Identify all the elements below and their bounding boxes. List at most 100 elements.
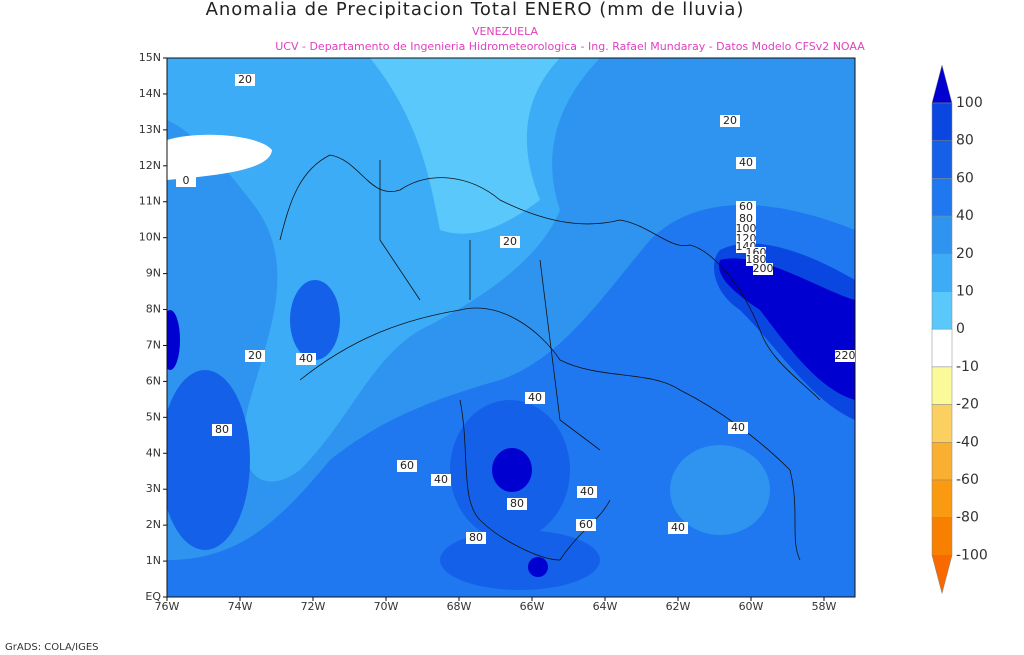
contour-label: 40: [671, 521, 685, 534]
contour-label: 80: [739, 212, 753, 225]
subtitle: VENEZUELA: [472, 25, 539, 38]
contour-label-box: [668, 522, 688, 534]
contour-label-box: [245, 350, 265, 362]
contour-label: 60: [400, 459, 414, 472]
contour-label-box: [728, 422, 748, 434]
contour-label: 0: [183, 174, 190, 187]
contour-label-box: [525, 392, 545, 404]
x-tick-label: 74W: [228, 600, 253, 613]
contour-label-box: [176, 175, 196, 187]
contour-label: 40: [739, 156, 753, 169]
colorbar-bin: [931, 178, 953, 217]
contour-label-box: [235, 74, 255, 86]
colorbar-bin: [931, 517, 953, 556]
contour-label: 40: [528, 391, 542, 404]
y-tick-label: 6N: [146, 374, 161, 387]
x-tick-label: 66W: [520, 600, 545, 613]
contour-label-box: [397, 460, 417, 472]
y-tick-label: 14N: [139, 87, 161, 100]
y-tick-label: 12N: [139, 159, 161, 172]
colorbar-bin: [931, 479, 953, 518]
colorbar-bin: [931, 366, 953, 405]
colorbar-label: 20: [956, 246, 974, 262]
y-tick-label: 10N: [139, 231, 161, 244]
colorbar-label: 100: [956, 95, 983, 111]
contour-label: 60: [739, 200, 753, 213]
colorbar-bin: [931, 215, 953, 255]
contour-label-box: [720, 115, 740, 127]
contour-label: 20: [503, 235, 517, 248]
y-tick-label: 5N: [146, 410, 161, 423]
colorbar-label: -100: [956, 547, 988, 563]
colorbar-bin: [931, 102, 953, 141]
frame: [166, 57, 856, 598]
contour-label: 60: [579, 518, 593, 531]
contour-label-box: [736, 157, 756, 169]
y-tick-label: 11N: [139, 195, 161, 208]
y-tick-label: 3N: [146, 482, 161, 495]
colorbar-label: 60: [956, 170, 974, 186]
colorbar-bin: [931, 442, 953, 481]
coastlines: [279, 154, 821, 561]
contour-label: 40: [731, 421, 745, 434]
contour-label-box: [507, 498, 527, 510]
y-tick-label: 13N: [139, 123, 161, 136]
contour-label: 80: [469, 531, 483, 544]
x-tick-label: 58W: [812, 600, 837, 613]
x-tick-label: 64W: [593, 600, 618, 613]
contour-label-box: [577, 486, 597, 498]
contour-label: 40: [434, 473, 448, 486]
colorbar-bin: [931, 253, 953, 292]
colorbar-label: -40: [956, 434, 979, 450]
contour-label-box: [835, 350, 855, 362]
colorbar-arrow: [931, 64, 953, 104]
colorbar-bin: [931, 328, 953, 368]
y-tick-label: 9N: [146, 267, 161, 280]
map-field: [167, 58, 855, 597]
colorbar-label: -10: [956, 359, 979, 375]
y-tick-label: EQ: [145, 590, 161, 603]
contour-label: 40: [580, 485, 594, 498]
title: Anomalia de Precipitacion Total ENERO (m…: [206, 0, 745, 20]
contour-label: 200: [753, 262, 774, 275]
contour-label: 220: [835, 349, 856, 362]
x-tick-label: 60W: [739, 600, 764, 613]
contour-label: 100: [736, 222, 757, 235]
contour-label-box: [753, 263, 773, 275]
footer: GrADS: COLA/IGES: [5, 642, 99, 653]
colorbar-bin: [931, 140, 953, 179]
credits: UCV - Departamento de Ingenieria Hidrome…: [275, 40, 865, 53]
colorbar-label: 10: [956, 284, 974, 300]
y-tick-label: 1N: [146, 554, 161, 567]
y-tick-label: 15N: [139, 51, 161, 64]
contour-label-box: [736, 201, 756, 213]
colorbar-label: -60: [956, 472, 979, 488]
contour-label-box: [736, 213, 756, 225]
y-tick-label: 2N: [146, 518, 161, 531]
x-tick-label: 70W: [374, 600, 399, 613]
contour-label-box: [431, 474, 451, 486]
colorbar-label: 40: [956, 208, 974, 224]
x-tick-label: 68W: [447, 600, 472, 613]
x-tick-label: 76W: [155, 600, 180, 613]
y-tick-label: 7N: [146, 338, 161, 351]
colorbar-bin: [931, 404, 953, 443]
contour-label-box: [576, 519, 596, 531]
contour-label: 180: [746, 253, 767, 266]
contour-label: 80: [510, 497, 524, 510]
colorbar-label: -80: [956, 510, 979, 526]
contour-label: 20: [248, 349, 262, 362]
contour-label-box: [212, 424, 232, 436]
colorbar-arrow: [931, 555, 953, 595]
contour-label: 20: [238, 73, 252, 86]
contour-label-box: [466, 532, 486, 544]
contour-label: 40: [299, 352, 313, 365]
y-tick-label: 8N: [146, 303, 161, 316]
y-tick-label: 4N: [146, 446, 161, 459]
contour-label: 80: [215, 423, 229, 436]
contour-label-box: [500, 236, 520, 248]
colorbar-label: 80: [956, 133, 974, 149]
contour-label-box: [736, 223, 756, 235]
contour-label-box: [296, 353, 316, 365]
